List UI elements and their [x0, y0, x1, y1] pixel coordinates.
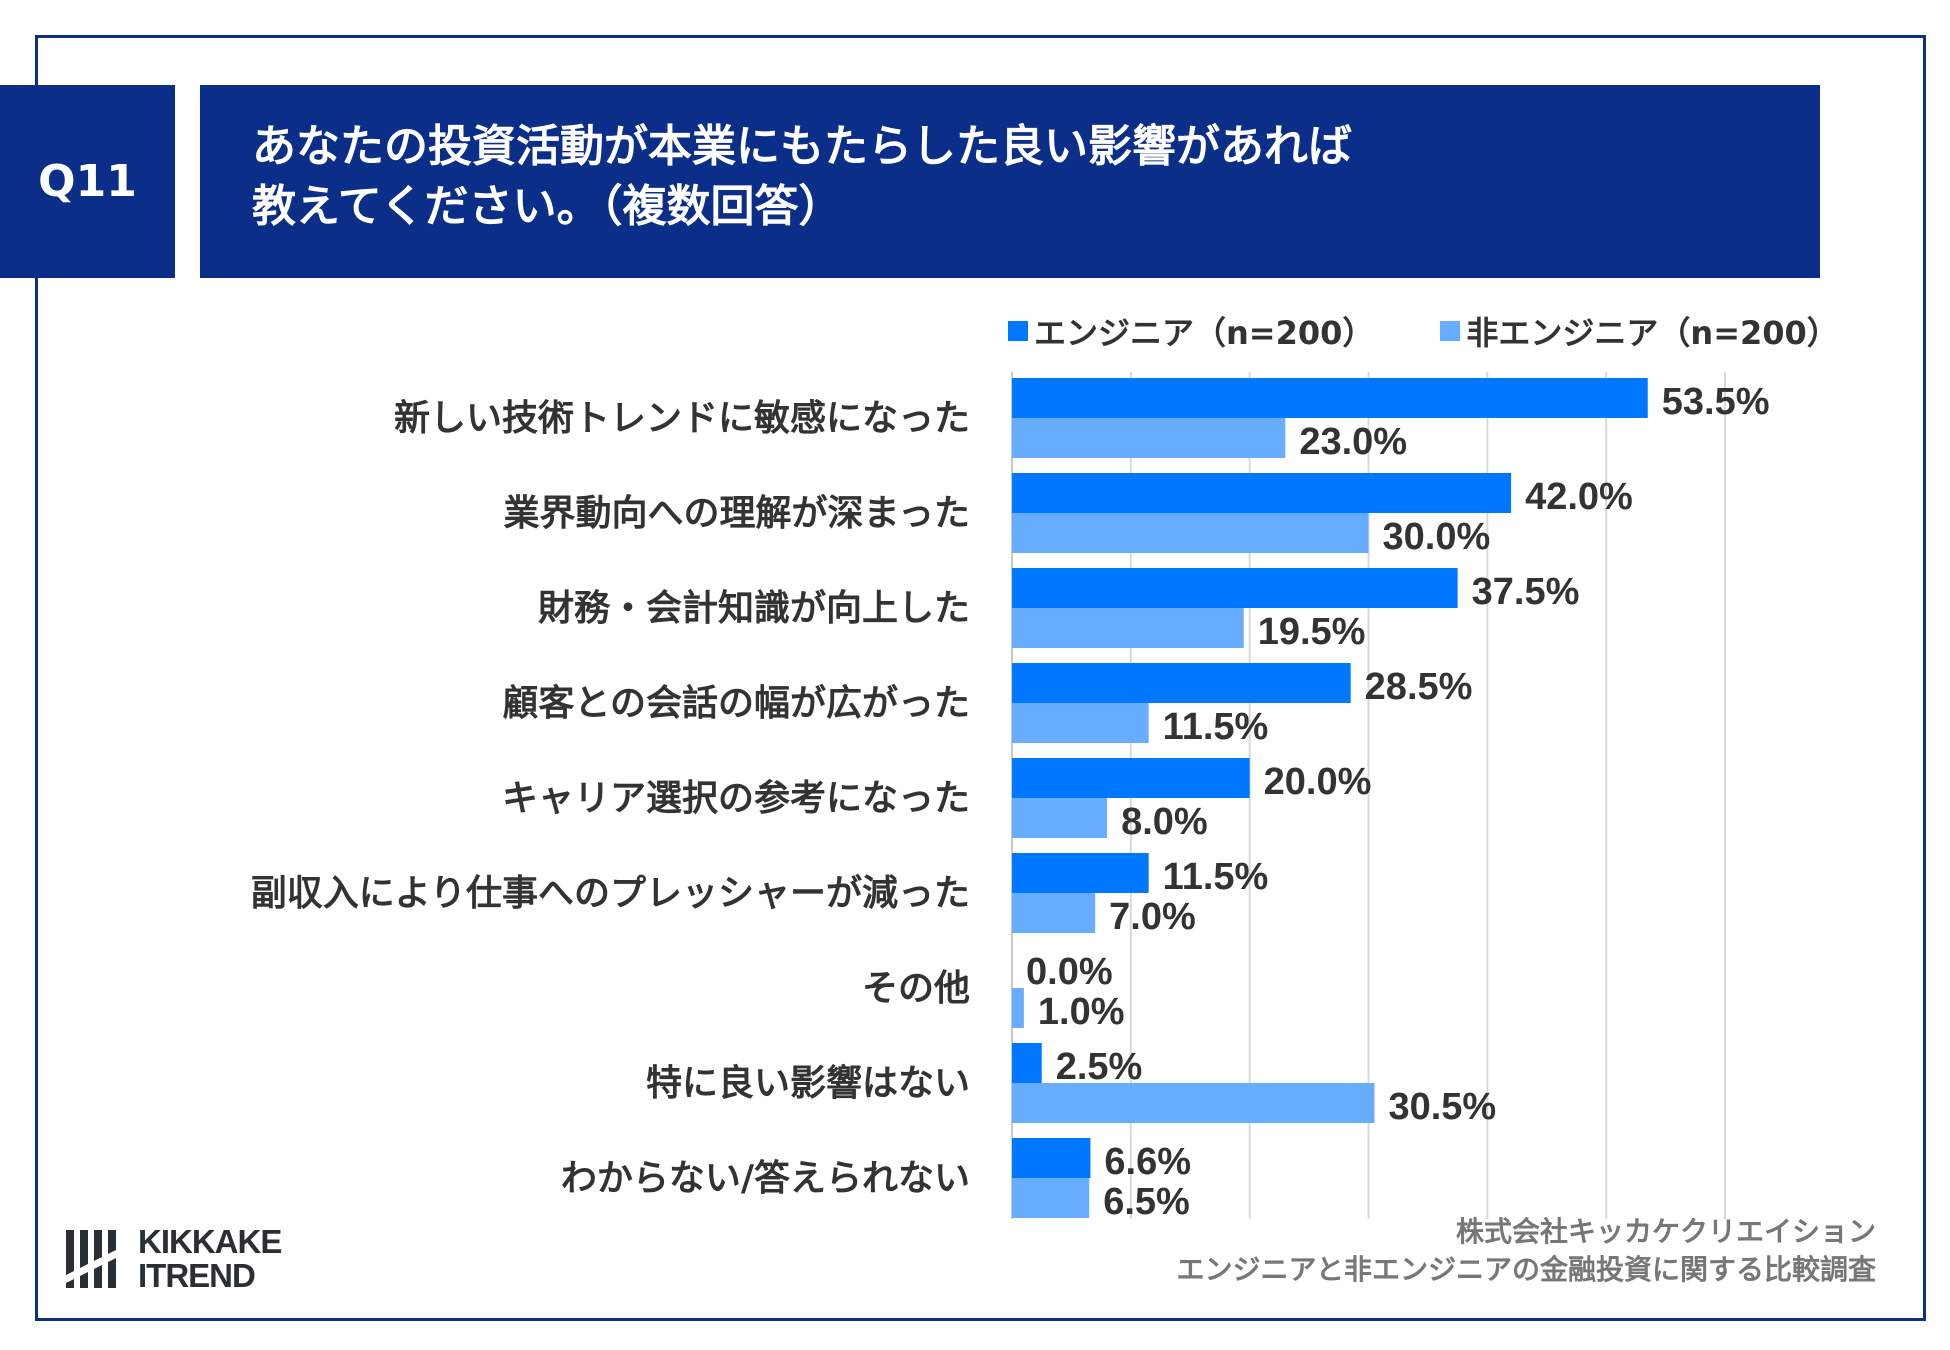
- bar-engineer: [1012, 568, 1458, 608]
- source-line-2: エンジニアと非エンジニアの金融投資に関する比較調査: [1176, 1253, 1876, 1286]
- source-line-1: 株式会社キッカケクリエイション: [1455, 1215, 1876, 1248]
- category-label: 財務・会計知識が向上した: [538, 588, 970, 629]
- legend-swatch-non-engineer: [1440, 321, 1461, 341]
- data-label-engineer: 53.5%: [1662, 381, 1770, 423]
- data-label-non-engineer: 8.0%: [1121, 801, 1208, 843]
- logo-mark-icon: [64, 1230, 124, 1288]
- bar-engineer: [1012, 378, 1648, 418]
- question-number: Q11: [0, 85, 175, 278]
- data-label-engineer: 28.5%: [1365, 666, 1473, 708]
- legend-label-engineer: エンジニア（n=200）: [1034, 314, 1375, 352]
- title-line-2: 教えてください。（複数回答）: [252, 181, 843, 232]
- data-label-non-engineer: 7.0%: [1109, 896, 1196, 938]
- bar-non-engineer: [1012, 513, 1369, 553]
- logo-line-2: ITREND: [138, 1257, 256, 1294]
- bar-engineer: [1012, 1138, 1091, 1178]
- legend: エンジニア（n=200） 非エンジニア（n=200）: [1008, 308, 1839, 354]
- title-line-1: あなたの投資活動が本業にもたらした良い影響があれば: [252, 121, 1352, 172]
- data-label-non-engineer: 30.5%: [1388, 1086, 1496, 1128]
- data-label-non-engineer: 11.5%: [1163, 706, 1269, 748]
- category-label: キャリア選択の参考になった: [502, 778, 970, 819]
- legend-label-non-engineer: 非エンジニア（n=200）: [1466, 314, 1839, 352]
- data-label-non-engineer: 6.5%: [1103, 1181, 1190, 1223]
- data-label-non-engineer: 1.0%: [1038, 991, 1125, 1033]
- category-label: その他: [862, 968, 970, 1009]
- bar-non-engineer: [1012, 798, 1108, 838]
- legend-item-non-engineer: 非エンジニア（n=200）: [1440, 308, 1839, 354]
- bar-non-engineer: [1012, 893, 1096, 933]
- category-label: 副収入により仕事へのプレッシャーが減った: [251, 873, 970, 914]
- data-label-engineer: 11.5%: [1163, 856, 1269, 898]
- bar-engineer: [1012, 758, 1250, 798]
- bar-non-engineer: [1012, 703, 1149, 743]
- data-label-engineer: 2.5%: [1056, 1046, 1143, 1088]
- legend-item-engineer: エンジニア（n=200）: [1008, 308, 1374, 354]
- bar-non-engineer: [1012, 418, 1286, 458]
- bar-engineer: [1012, 853, 1149, 893]
- category-label: 特に良い影響はない: [646, 1062, 970, 1104]
- category-label: 顧客との会話の幅が広がった: [502, 683, 970, 724]
- data-label-engineer: 6.6%: [1104, 1141, 1191, 1183]
- data-label-engineer: 42.0%: [1525, 476, 1633, 518]
- kikkake-itrend-logo: KIKKAKE ITREND: [64, 1223, 282, 1294]
- bar-non-engineer: [1012, 608, 1244, 648]
- logo-line-1: KIKKAKE: [138, 1223, 282, 1260]
- bar-engineer: [1012, 1043, 1042, 1083]
- data-label-engineer: 20.0%: [1264, 761, 1372, 803]
- category-label: わからない/答えられない: [561, 1158, 970, 1199]
- bar-engineer: [1012, 663, 1351, 703]
- data-label-engineer: 37.5%: [1472, 571, 1580, 613]
- data-label-non-engineer: 19.5%: [1258, 611, 1366, 653]
- data-label-non-engineer: 23.0%: [1299, 421, 1407, 463]
- data-label-engineer: 0.0%: [1026, 951, 1113, 993]
- bar-engineer: [1012, 473, 1512, 513]
- question-title: あなたの投資活動が本業にもたらした良い影響があれば 教えてください。（複数回答）: [200, 85, 1820, 278]
- bar-non-engineer: [1012, 988, 1024, 1028]
- category-label: 業界動向への理解が深まった: [503, 493, 970, 534]
- bar-non-engineer: [1012, 1178, 1090, 1218]
- category-label: 新しい技術トレンドに敏感になった: [394, 398, 970, 439]
- bar-non-engineer: [1012, 1083, 1375, 1123]
- source-note: 株式会社キッカケクリエイション エンジニアと非エンジニアの金融投資に関する比較調…: [1177, 1213, 1876, 1289]
- chart-frame: [35, 35, 1926, 1321]
- legend-swatch-engineer: [1008, 321, 1028, 341]
- data-label-non-engineer: 30.0%: [1383, 516, 1491, 558]
